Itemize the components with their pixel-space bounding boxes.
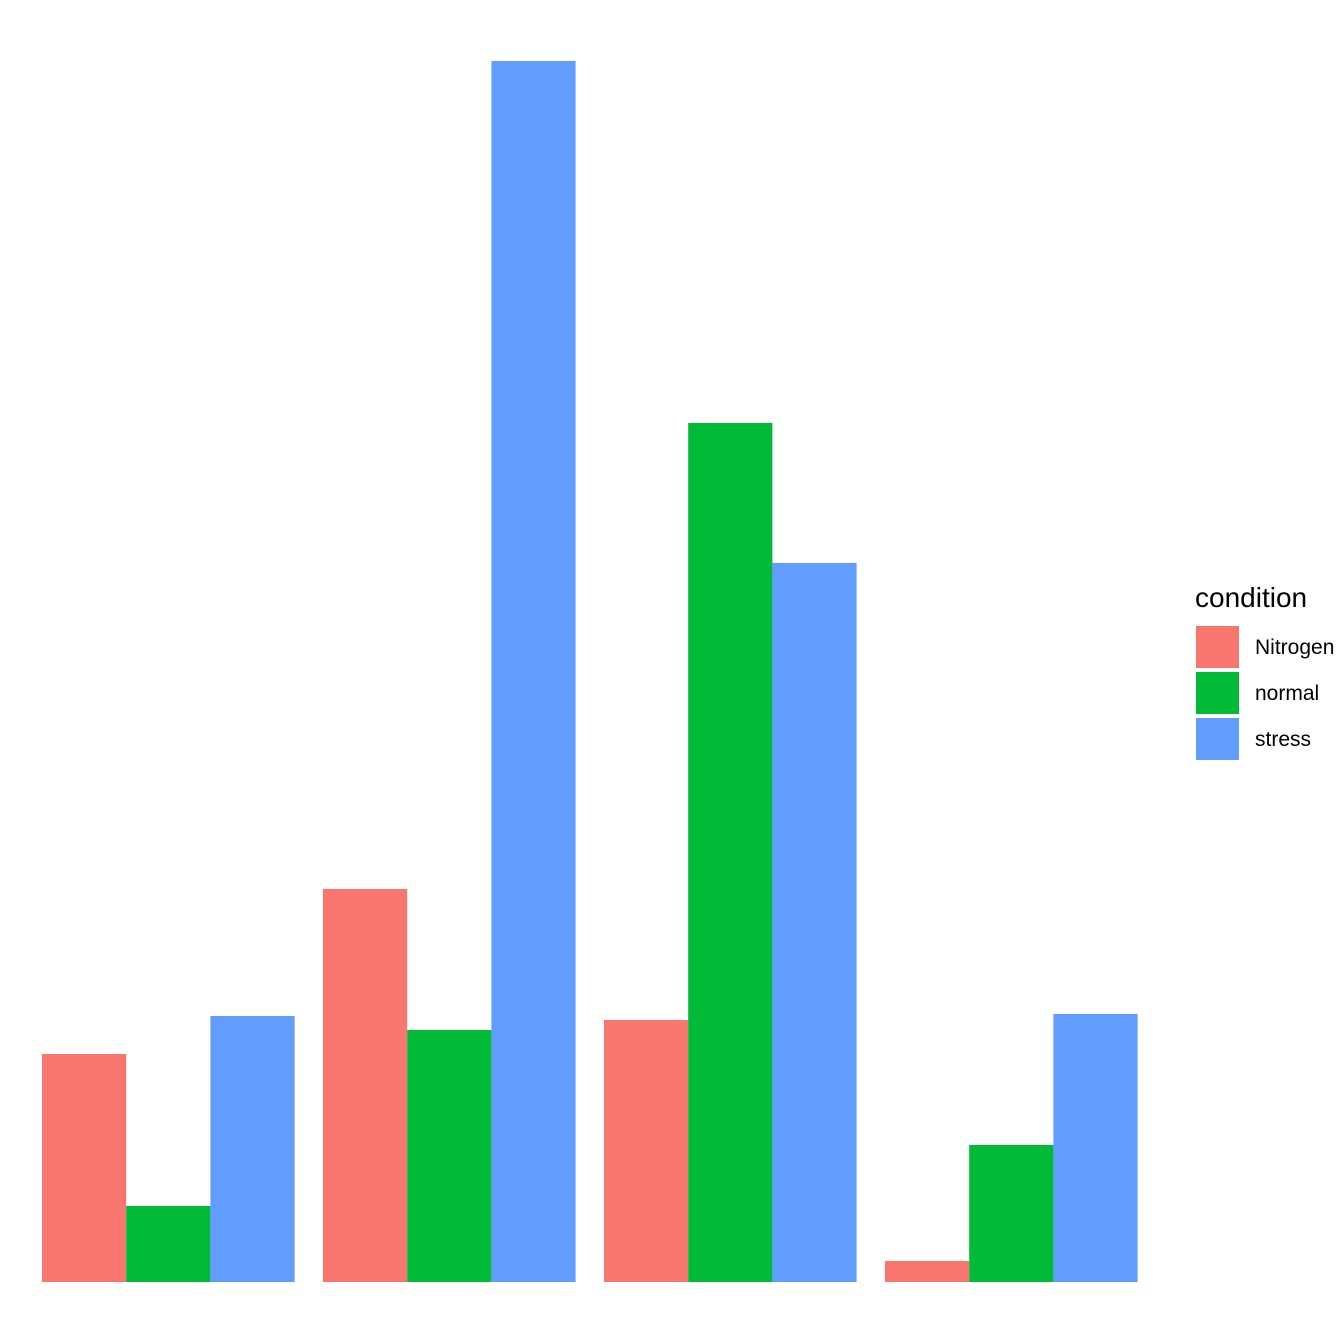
bar-normal-group-1 <box>126 1206 211 1282</box>
bar-normal-group-3 <box>688 423 773 1282</box>
legend-title: condition <box>1195 582 1307 613</box>
bar-nitrogen-group-1 <box>42 1054 127 1282</box>
legend-key-nitrogen <box>1196 626 1239 668</box>
legend: condition Nitrogen normal stress <box>1195 582 1334 760</box>
bar-nitrogen-group-3 <box>604 1020 689 1282</box>
bar-stress-group-3 <box>772 563 857 1282</box>
legend-label-stress: stress <box>1255 728 1311 751</box>
bar-stress-group-4 <box>1053 1014 1138 1282</box>
bar-normal-group-2 <box>407 1030 492 1282</box>
bar-stress-group-2 <box>491 61 576 1282</box>
legend-label-normal: normal <box>1255 682 1319 705</box>
bar-normal-group-4 <box>969 1145 1054 1282</box>
bar-stress-group-1 <box>210 1016 295 1282</box>
legend-items: Nitrogen normal stress <box>1196 626 1334 760</box>
legend-label-nitrogen: Nitrogen <box>1255 636 1334 659</box>
bar-group <box>42 61 1138 1282</box>
legend-key-normal <box>1196 672 1239 714</box>
legend-key-stress <box>1196 718 1239 760</box>
bar-nitrogen-group-2 <box>323 889 408 1282</box>
bar-nitrogen-group-4 <box>885 1261 970 1282</box>
